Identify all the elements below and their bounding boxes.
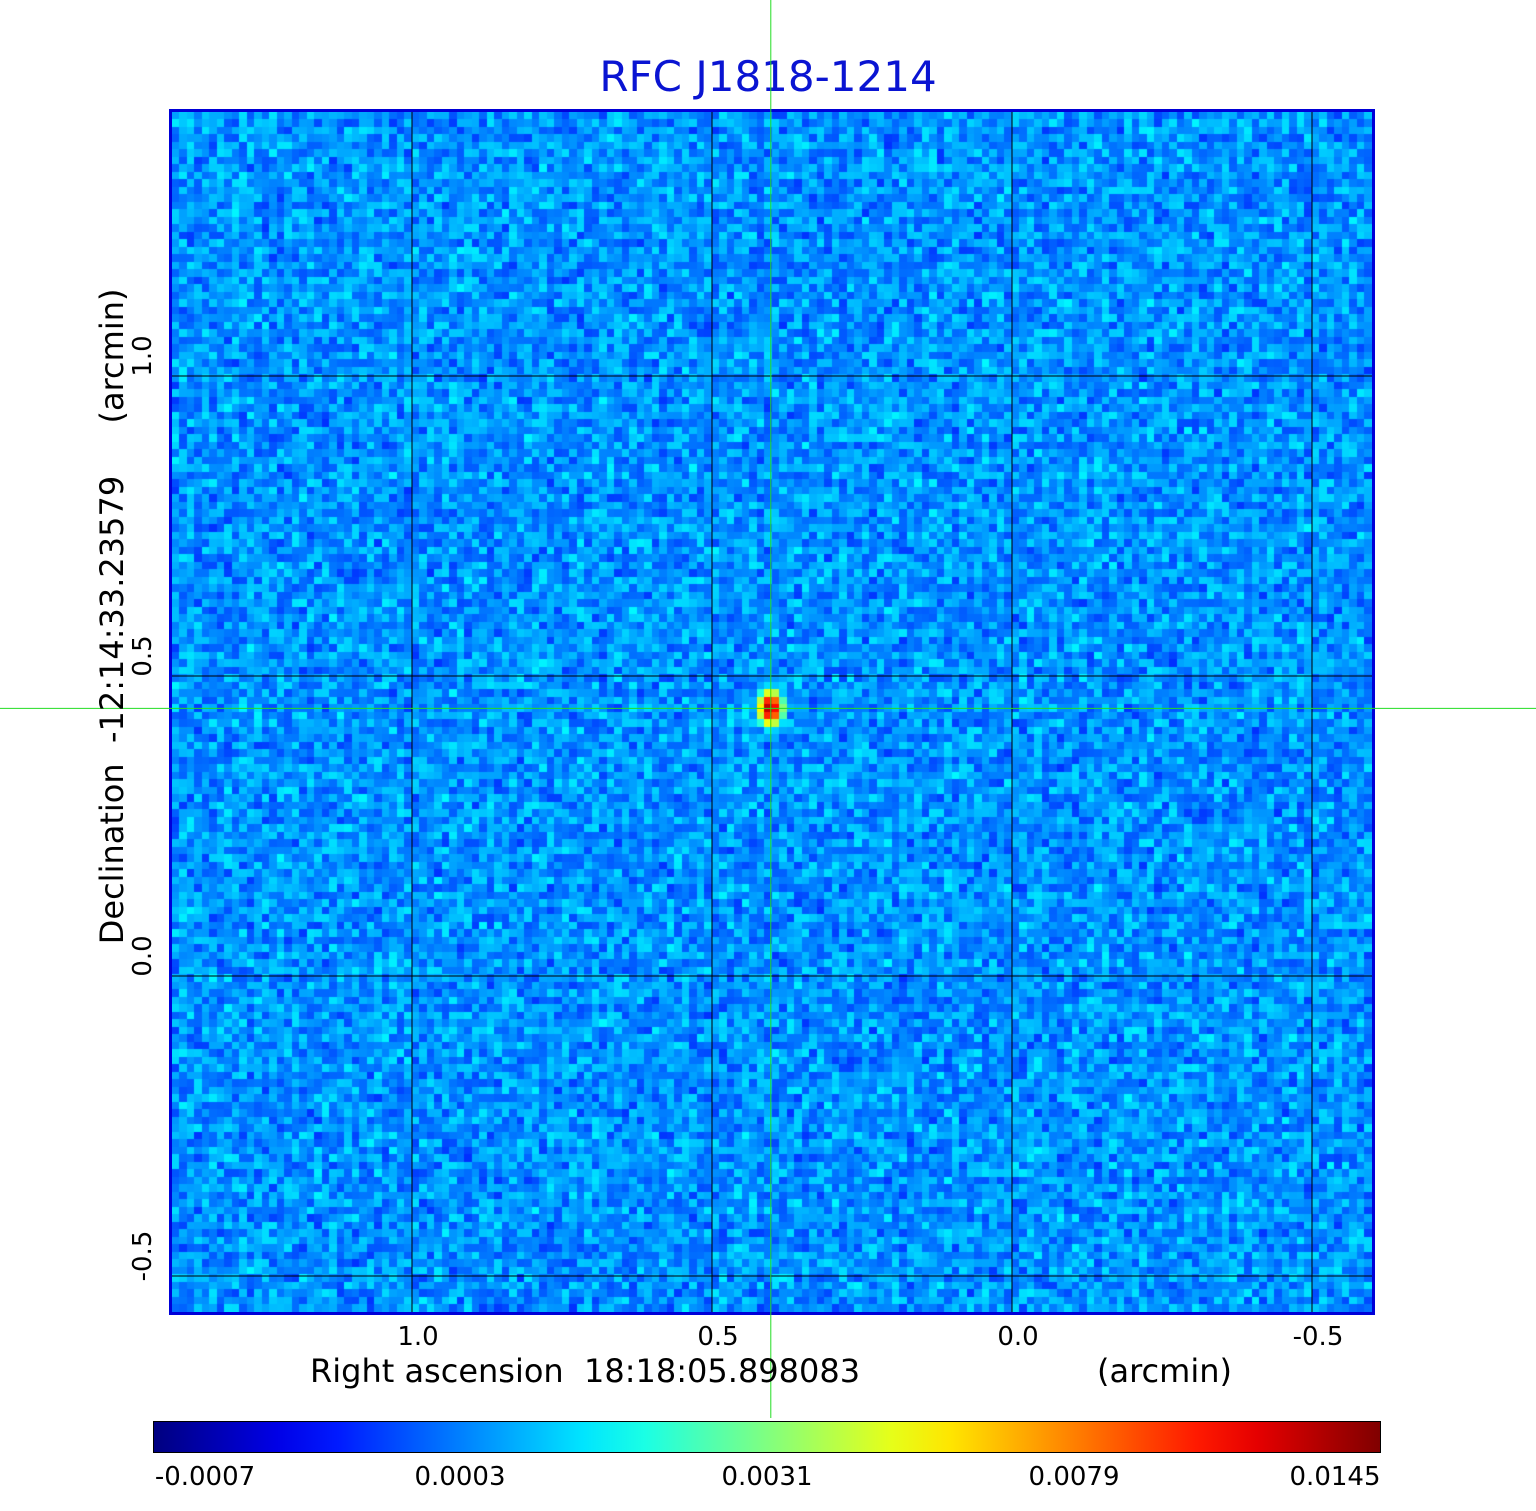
x-tick-label: 0.5 [697, 1322, 739, 1352]
colorbar [153, 1421, 1381, 1453]
colorbar-tick-label: 0.0003 [414, 1462, 506, 1492]
x-tick-label: 0.0 [997, 1322, 1039, 1352]
colorbar-tick-label: 0.0079 [1028, 1462, 1120, 1492]
y-tick-label: -0.5 [128, 1230, 158, 1282]
x-tick-label: -0.5 [1292, 1322, 1344, 1352]
y-axis-label: Declination -12:14:33.23579 [93, 475, 131, 945]
image-plot-area[interactable] [169, 109, 1375, 1315]
y-tick-label: 0.0 [128, 935, 158, 977]
colorbar-tick-label: -0.0007 [154, 1462, 256, 1492]
y-tick-label: 1.0 [128, 335, 158, 377]
intensity-heatmap[interactable] [172, 112, 1372, 1312]
y-axis-unit: (arcmin) [93, 288, 131, 424]
x-axis-unit: (arcmin) [1097, 1352, 1232, 1390]
x-tick-label: 1.0 [397, 1322, 439, 1352]
colorbar-tick-label: 0.0031 [721, 1462, 813, 1492]
y-tick-label: 0.5 [128, 635, 158, 677]
chart-title: RFC J1818-1214 [599, 52, 937, 101]
colorbar-tick-label: 0.0145 [1289, 1462, 1381, 1492]
x-axis-label: Right ascension 18:18:05.898083 [310, 1352, 861, 1390]
